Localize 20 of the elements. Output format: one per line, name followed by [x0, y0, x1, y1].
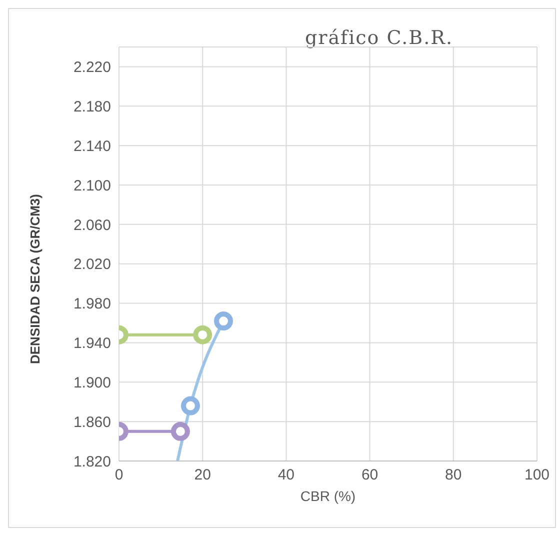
chart-title: gráfico C.B.R.	[304, 27, 454, 49]
x-axis-title: CBR (%)	[300, 488, 356, 504]
y-tick-label: 2.100	[73, 177, 111, 194]
y-tick-label: 1.860	[73, 414, 111, 431]
y-tick-label: 1.820	[73, 453, 111, 470]
y-axis-title: DENSIDAD SECA (GR/CM3)	[28, 194, 43, 364]
y-tick-label: 1.980	[73, 296, 111, 313]
x-tick-label: 60	[361, 466, 378, 484]
x-tick-label: 40	[278, 466, 295, 484]
x-tick-label: 80	[445, 466, 462, 484]
y-tick-label: 2.060	[73, 216, 111, 234]
y-tick-label: 2.180	[73, 98, 111, 116]
y-tick-label: 2.020	[73, 256, 111, 274]
x-tick-label: 100	[524, 466, 550, 484]
y-tick-label: 1.940	[73, 335, 111, 352]
y-tick-label: 1.900	[73, 374, 111, 392]
y-tick-label: 2.220	[73, 59, 111, 76]
x-tick-label: 20	[194, 466, 211, 484]
y-tick-label: 2.140	[73, 138, 111, 155]
x-tick-label: 0	[114, 466, 124, 484]
